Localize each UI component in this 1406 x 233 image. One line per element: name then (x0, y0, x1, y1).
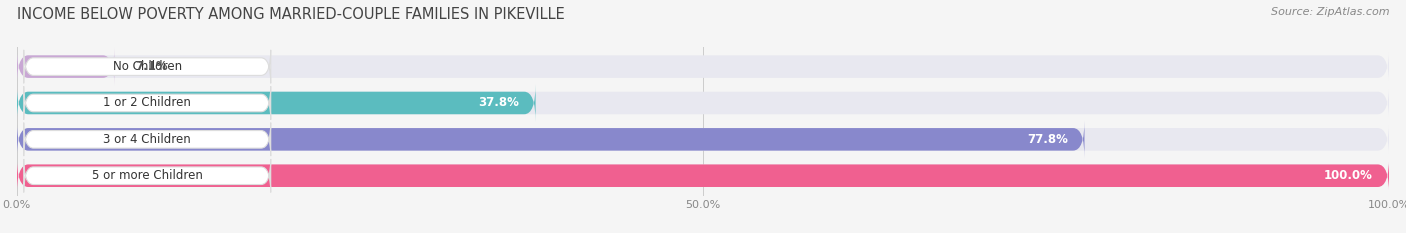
Text: 77.8%: 77.8% (1028, 133, 1069, 146)
FancyBboxPatch shape (17, 84, 536, 122)
FancyBboxPatch shape (17, 157, 1389, 195)
FancyBboxPatch shape (17, 121, 1084, 158)
FancyBboxPatch shape (17, 121, 1389, 158)
Text: 100.0%: 100.0% (1324, 169, 1372, 182)
Text: 3 or 4 Children: 3 or 4 Children (104, 133, 191, 146)
FancyBboxPatch shape (17, 48, 1389, 85)
Text: Source: ZipAtlas.com: Source: ZipAtlas.com (1271, 7, 1389, 17)
FancyBboxPatch shape (24, 123, 271, 156)
FancyBboxPatch shape (24, 159, 271, 192)
Text: No Children: No Children (112, 60, 181, 73)
FancyBboxPatch shape (24, 50, 271, 83)
Text: 7.1%: 7.1% (135, 60, 167, 73)
FancyBboxPatch shape (17, 48, 114, 85)
Text: INCOME BELOW POVERTY AMONG MARRIED-COUPLE FAMILIES IN PIKEVILLE: INCOME BELOW POVERTY AMONG MARRIED-COUPL… (17, 7, 565, 22)
Text: 5 or more Children: 5 or more Children (91, 169, 202, 182)
Text: 1 or 2 Children: 1 or 2 Children (103, 96, 191, 110)
Text: 37.8%: 37.8% (478, 96, 519, 110)
FancyBboxPatch shape (17, 157, 1389, 195)
FancyBboxPatch shape (17, 84, 1389, 122)
FancyBboxPatch shape (24, 86, 271, 120)
